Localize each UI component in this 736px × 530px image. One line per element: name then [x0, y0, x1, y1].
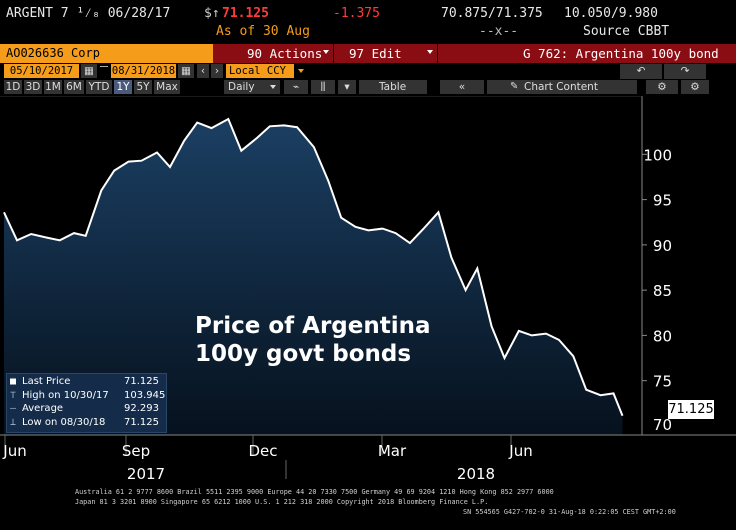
- end-date-field[interactable]: 08/31/2018: [111, 64, 176, 78]
- chart-type-caret-icon[interactable]: ▾: [338, 80, 356, 94]
- legend-value: 103.945: [124, 389, 166, 401]
- prev-icon[interactable]: ‹: [197, 64, 209, 78]
- x-tick-label: Jun: [2, 442, 26, 460]
- yield-bid-ask: 10.050/9.980: [564, 6, 658, 21]
- legend-marker-icon: –: [10, 403, 17, 414]
- footer-contacts-1: Australia 61 2 9777 8600 Brazil 5511 239…: [75, 488, 554, 496]
- legend-value: 92.293: [124, 403, 159, 414]
- annotation-line-2: 100y govt bonds: [195, 341, 412, 367]
- interval-select[interactable]: Daily: [224, 80, 280, 94]
- y-tick-label: 95: [653, 192, 672, 210]
- divider: [333, 44, 334, 63]
- x-tick-label: Sep: [122, 442, 150, 460]
- date-separator: [100, 66, 108, 67]
- period-button-1m[interactable]: 1M: [44, 80, 62, 94]
- collapse-icon[interactable]: «: [440, 80, 484, 94]
- security-field[interactable]: AO026636 Corp: [0, 44, 213, 63]
- dashes: --x--: [479, 24, 519, 39]
- wrench-icon: ✎: [510, 81, 519, 92]
- period-button-max[interactable]: Max: [154, 80, 180, 94]
- legend-label: High on 10/30/17: [22, 389, 109, 401]
- period-button-ytd[interactable]: YTD: [86, 80, 112, 94]
- period-button-5y[interactable]: 5Y: [134, 80, 152, 94]
- y-tick-label: 75: [653, 373, 672, 391]
- currency-select[interactable]: Local CCY: [226, 64, 294, 78]
- x-tick-label: Jun: [508, 442, 532, 460]
- legend-box: [6, 373, 167, 433]
- actions-menu[interactable]: 90 Actions: [247, 46, 323, 61]
- divider: [437, 44, 438, 63]
- chart-annotation: Price of Argentina 100y govt bonds: [195, 312, 431, 368]
- price-line: [3, 117, 624, 417]
- edit-caret-icon: [427, 50, 433, 54]
- footer-serial: SN 554565 G427-702-0 31-Aug-18 0:22:05 C…: [463, 508, 676, 516]
- period-button-3d[interactable]: 3D: [24, 80, 42, 94]
- edit-menu[interactable]: 97 Edit: [349, 46, 402, 61]
- chart-content-button[interactable]: [487, 80, 637, 94]
- actions-caret-icon: [323, 50, 329, 54]
- y-tick-label: 70: [653, 416, 672, 434]
- period-button-1d[interactable]: 1D: [4, 80, 22, 94]
- legend-label: Last Price: [22, 376, 71, 387]
- redo-icon[interactable]: ↷: [664, 64, 706, 79]
- legend-label: Average: [22, 403, 64, 414]
- table-button[interactable]: Table: [359, 80, 427, 94]
- calendar-icon[interactable]: ▦: [81, 64, 97, 78]
- calendar-icon[interactable]: ▦: [178, 64, 194, 78]
- y-tick-label: 85: [653, 282, 672, 300]
- legend-marker-icon: ■: [10, 376, 17, 387]
- bid-ask: 70.875/71.375: [441, 6, 543, 21]
- legend-marker-icon: ⊤: [10, 389, 17, 401]
- chart-content-label: Chart Content: [524, 81, 598, 93]
- price-change: -1.375: [333, 6, 380, 21]
- annotation-line-1: Price of Argentina: [195, 313, 431, 339]
- y-tick-label: 90: [653, 237, 672, 255]
- interval-caret-icon: [270, 85, 276, 89]
- x-tick-label: Mar: [378, 442, 407, 460]
- currency-caret-icon: [298, 69, 304, 73]
- footer-contacts-2: Japan 81 3 3201 8900 Singapore 65 6212 1…: [75, 498, 489, 506]
- year-label: 2017: [127, 465, 165, 483]
- x-tick-label: Dec: [248, 442, 277, 460]
- last-price-tag: 71.125: [668, 400, 714, 419]
- y-tick-label: 80: [653, 327, 672, 345]
- period-button-1y[interactable]: 1Y: [114, 80, 132, 94]
- next-icon[interactable]: ›: [211, 64, 223, 78]
- last-price: 71.125: [222, 6, 269, 21]
- legend-value: 71.125: [124, 416, 159, 428]
- price-area: [4, 119, 623, 435]
- settings-gear-icon[interactable]: ⚙: [646, 80, 678, 94]
- year-label: 2018: [457, 465, 495, 483]
- legend-marker-icon: ⊥: [10, 416, 17, 428]
- undo-icon[interactable]: ↶: [620, 64, 662, 79]
- as-of-date: As of 30 Aug: [216, 24, 310, 39]
- line-chart-icon[interactable]: ⌁: [284, 80, 308, 94]
- legend-label: Low on 08/30/18: [22, 416, 106, 428]
- y-tick-label: 100: [643, 146, 672, 164]
- price-chart: 75 80 85 90 95 100 Jun Sep Dec Mar Jun 2017 2018 70: [0, 96, 736, 483]
- settings-gear-icon[interactable]: ⚙: [681, 80, 709, 94]
- start-date-field[interactable]: 05/10/2017: [4, 64, 79, 78]
- page-title: G 762: Argentina 100y bond: [523, 46, 719, 61]
- source-label: Source CBBT: [583, 24, 670, 39]
- bar-chart-icon[interactable]: ⫼: [311, 80, 335, 94]
- period-button-6m[interactable]: 6M: [64, 80, 84, 94]
- ticker-label: ARGENT 7 ¹⁄₈ 06/28/17: [6, 6, 171, 21]
- price-arrow: $↑: [204, 6, 220, 21]
- legend-value: 71.125: [124, 376, 159, 387]
